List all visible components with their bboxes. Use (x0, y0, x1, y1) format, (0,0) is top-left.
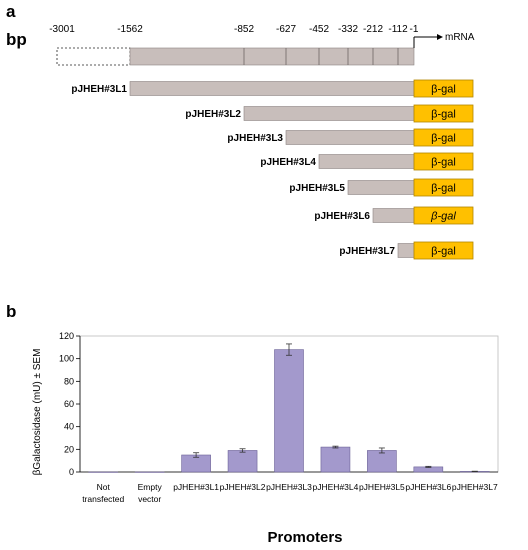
construct-row: β-gal pJHEH#3L6 (314, 206, 474, 225)
position-label: -852 (234, 24, 254, 35)
position-labels: -3001 -1562 -852 -627 -452 -332 -212 -112 -1 (49, 24, 419, 35)
reporter-box (413, 128, 474, 147)
x-tick-label: Empty vector (138, 482, 163, 504)
position-label: -1562 (117, 24, 143, 35)
reporter-box (413, 104, 474, 123)
construct-label: pJHEH#3L1 (71, 84, 127, 95)
x-axis-title: Promoters (267, 529, 342, 546)
x-tick-label: pJHEH#3L4 (313, 482, 359, 492)
bar (274, 349, 304, 473)
y-axis-title: βGalactosidase (mU) ± SEM (32, 349, 43, 476)
y-tick-label: 0 (69, 467, 74, 477)
error-bar (332, 445, 339, 449)
construct-row: β-gal pJHEH#3L1 (71, 79, 474, 98)
error-bar (239, 448, 246, 453)
bar (367, 450, 397, 473)
construct-label: pJHEH#3L2 (185, 109, 241, 120)
bar (227, 450, 258, 473)
x-tick-label: pJHEH#3L6 (405, 482, 451, 492)
error-bar (193, 452, 200, 458)
x-tick-label: pJHEH#3L2 (220, 482, 266, 492)
y-tick-label: 60 (64, 399, 74, 409)
x-tick-label: pJHEH#3L7 (452, 482, 498, 492)
position-label: -1 (410, 24, 419, 35)
reporter-box (413, 79, 474, 98)
construct-promoter-bar (318, 154, 415, 169)
panel-b-letter: b (6, 302, 16, 321)
promoter-map-bar (129, 47, 415, 66)
construct-row: β-gal pJHEH#3L3 (227, 128, 474, 147)
position-label: -212 (363, 24, 383, 35)
position-label: -627 (276, 24, 296, 35)
x-tick-label: pJHEH#3L3 (266, 482, 312, 492)
construct-label: pJHEH#3L3 (227, 133, 283, 144)
construct-label: pJHEH#3L7 (339, 246, 395, 257)
y-tick-label: 100 (59, 354, 74, 364)
reporter-label: β-gal (431, 157, 456, 169)
construct-promoter-bar (285, 130, 415, 145)
construct-label: pJHEH#3L4 (260, 157, 316, 168)
position-label: -3001 (49, 24, 75, 35)
construct-row: β-gal pJHEH#3L5 (289, 178, 474, 197)
panel-b: b 0 20 40 60 80 100 120 Not transfected Empty vec… (6, 302, 499, 546)
bp-unit-label: bp (6, 30, 27, 49)
construct-promoter-bar (372, 208, 415, 223)
construct-promoter-bar (347, 180, 415, 195)
position-label: -332 (338, 24, 358, 35)
reporter-box (413, 152, 474, 171)
reporter-label: β-gal (431, 246, 456, 258)
construct-promoter-bar (243, 106, 415, 121)
construct-row: β-gal pJHEH#3L2 (185, 104, 474, 123)
x-tick-label: pJHEH#3L5 (359, 482, 405, 492)
panel-a: a bp -3001 -1562 -852 -627 -452 -332 -212 -112-… (6, 2, 475, 260)
construct-label: pJHEH#3L5 (289, 183, 345, 194)
x-tick-label: pJHEH#3L1 (173, 482, 219, 492)
error-bar (378, 447, 385, 454)
reporter-label: β-gal (431, 183, 456, 195)
constructs: β-gal pJHEH#3L1 β-gal pJHEH#3L2 β-gal pJHEH#3… (71, 79, 474, 260)
y-tick-label: 80 (64, 376, 74, 386)
reporter-box (413, 178, 474, 197)
reporter-label: β-gal (431, 109, 456, 121)
transcription-start-arrow (413, 34, 443, 48)
construct-label: pJHEH#3L6 (314, 211, 370, 222)
construct-row: β-gal pJHEH#3L4 (260, 152, 474, 171)
map-ticks (243, 48, 399, 65)
error-bar (286, 343, 292, 356)
position-label: -112 (388, 24, 408, 35)
reporter-box (413, 206, 474, 225)
reporter-label: β-gal (430, 211, 456, 223)
construct-row: β-gal pJHEH#3L7 (339, 241, 474, 260)
reporter-label: β-gal (431, 133, 456, 145)
y-tick-label: 40 (64, 422, 74, 432)
y-tick-label: 120 (59, 331, 74, 341)
position-label: -452 (309, 24, 329, 35)
x-tick-label: Not transfected (82, 482, 124, 504)
reporter-box (413, 241, 474, 260)
mrna-label: mRNA (445, 32, 475, 43)
construct-promoter-bar (397, 243, 415, 258)
bar (320, 446, 351, 473)
construct-promoter-bar (129, 81, 415, 96)
bars (88, 343, 490, 473)
reporter-label: β-gal (431, 84, 456, 96)
panel-a-letter: a (6, 2, 16, 21)
y-tick-label: 20 (64, 444, 74, 454)
error-bar (425, 465, 432, 468)
upstream-dashed-region (56, 47, 131, 66)
